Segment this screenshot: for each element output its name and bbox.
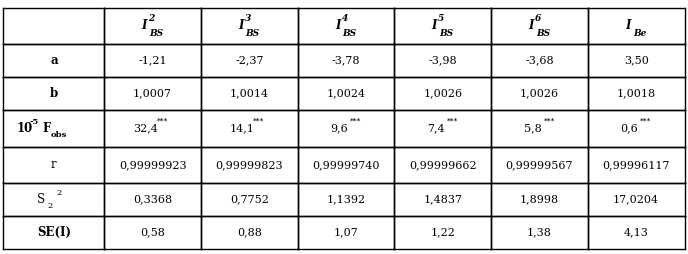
Text: 1,0026: 1,0026 <box>423 89 462 99</box>
Text: S: S <box>37 193 45 206</box>
Text: BS: BS <box>149 29 163 38</box>
Text: 0,99996117: 0,99996117 <box>603 160 670 170</box>
Text: 0,88: 0,88 <box>237 228 261 237</box>
Text: b: b <box>50 87 58 100</box>
Text: 0,99999662: 0,99999662 <box>409 160 477 170</box>
Text: 1,0014: 1,0014 <box>230 89 269 99</box>
Text: 0,99999740: 0,99999740 <box>312 160 380 170</box>
Text: 0,3368: 0,3368 <box>133 195 172 204</box>
Text: 1,8998: 1,8998 <box>520 195 559 204</box>
Text: ***: *** <box>157 118 168 126</box>
Text: ***: *** <box>350 118 361 126</box>
Text: 1,07: 1,07 <box>334 228 358 237</box>
Text: 1,0026: 1,0026 <box>520 89 559 99</box>
Text: 14,1: 14,1 <box>230 123 255 133</box>
Text: -1,21: -1,21 <box>138 56 167 66</box>
Text: 1,4837: 1,4837 <box>423 195 462 204</box>
Text: I: I <box>142 19 147 33</box>
Text: BS: BS <box>343 29 356 38</box>
Text: I: I <box>335 19 341 33</box>
Text: 0,58: 0,58 <box>140 228 165 237</box>
Text: I: I <box>432 19 438 33</box>
Text: F: F <box>43 122 51 135</box>
Text: 0,7752: 0,7752 <box>230 195 269 204</box>
Text: 7,4: 7,4 <box>427 123 444 133</box>
Text: ***: *** <box>544 118 555 126</box>
Text: 4,13: 4,13 <box>624 228 649 237</box>
Text: 1,0007: 1,0007 <box>133 89 172 99</box>
Text: -3,98: -3,98 <box>429 56 457 66</box>
Text: 1,1392: 1,1392 <box>327 195 365 204</box>
Text: -3,68: -3,68 <box>525 56 554 66</box>
Text: I: I <box>625 19 631 33</box>
Text: 17,0204: 17,0204 <box>613 195 659 204</box>
Text: obs: obs <box>50 131 67 139</box>
Text: 3,50: 3,50 <box>624 56 649 66</box>
Text: 0,99999567: 0,99999567 <box>506 160 573 170</box>
Text: SE(I): SE(I) <box>37 226 71 239</box>
Text: 2: 2 <box>47 202 53 210</box>
Text: 0,99999923: 0,99999923 <box>119 160 186 170</box>
Text: 1,22: 1,22 <box>430 228 455 237</box>
Text: ***: *** <box>253 118 265 126</box>
Text: I: I <box>238 19 244 33</box>
Text: 0,6: 0,6 <box>621 123 638 133</box>
Text: ***: *** <box>641 118 652 126</box>
Text: -3,78: -3,78 <box>332 56 361 66</box>
Text: 1,0024: 1,0024 <box>327 89 365 99</box>
Text: 1,38: 1,38 <box>527 228 552 237</box>
Text: 0,99999823: 0,99999823 <box>215 160 283 170</box>
Text: 1,0018: 1,0018 <box>616 89 656 99</box>
Text: 2: 2 <box>56 189 62 197</box>
Text: 32,4: 32,4 <box>133 123 158 133</box>
Text: Be: Be <box>633 29 646 38</box>
Text: r: r <box>51 158 56 171</box>
Text: 2: 2 <box>148 14 154 23</box>
Text: 3: 3 <box>245 14 251 23</box>
Text: 5,8: 5,8 <box>524 123 541 133</box>
Text: ***: *** <box>447 118 458 126</box>
Text: a: a <box>50 54 58 67</box>
Text: -5: -5 <box>30 118 39 126</box>
Text: 9,6: 9,6 <box>330 123 348 133</box>
Text: -2,37: -2,37 <box>235 56 264 66</box>
Text: 10: 10 <box>16 122 32 135</box>
Text: I: I <box>528 19 534 33</box>
Text: 6: 6 <box>535 14 541 23</box>
Text: BS: BS <box>536 29 550 38</box>
Text: 4: 4 <box>341 14 348 23</box>
Text: BS: BS <box>246 29 260 38</box>
Text: 5: 5 <box>438 14 444 23</box>
Text: BS: BS <box>439 29 453 38</box>
